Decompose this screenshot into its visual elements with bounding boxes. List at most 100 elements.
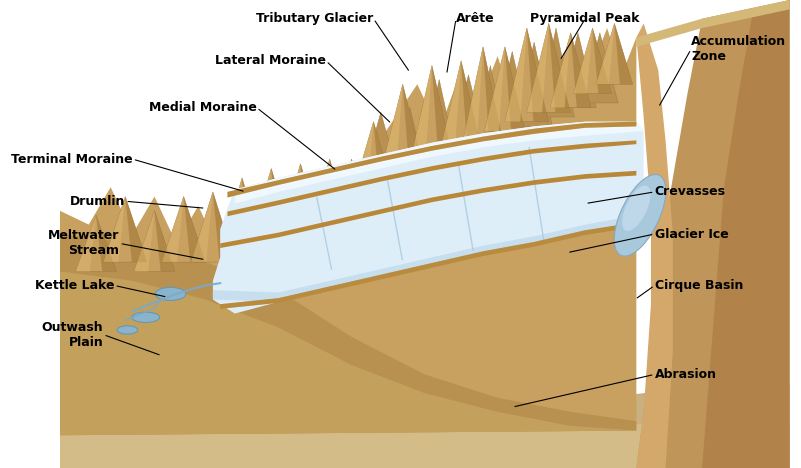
Polygon shape [272, 168, 293, 243]
Text: Terminal Moraine: Terminal Moraine [11, 153, 132, 166]
Polygon shape [59, 271, 636, 435]
Text: Cirque Basin: Cirque Basin [654, 279, 743, 292]
Polygon shape [213, 206, 644, 302]
Text: Outwash
Plain: Outwash Plain [42, 321, 103, 349]
Text: Tributary Glacier: Tributary Glacier [256, 12, 373, 25]
Polygon shape [311, 159, 330, 225]
Polygon shape [494, 51, 530, 131]
Polygon shape [162, 197, 206, 262]
Polygon shape [439, 61, 483, 154]
Polygon shape [574, 28, 593, 94]
Text: Lateral Moraine: Lateral Moraine [215, 54, 326, 67]
Polygon shape [550, 33, 591, 108]
Polygon shape [134, 211, 175, 271]
Polygon shape [125, 197, 147, 262]
Polygon shape [593, 28, 611, 94]
Polygon shape [380, 84, 426, 178]
Polygon shape [220, 178, 264, 253]
Polygon shape [574, 28, 611, 94]
Polygon shape [134, 211, 155, 271]
Polygon shape [280, 164, 321, 234]
Polygon shape [300, 164, 321, 234]
Polygon shape [527, 28, 549, 122]
Polygon shape [191, 192, 213, 262]
Polygon shape [249, 168, 272, 243]
Text: Kettle Lake: Kettle Lake [34, 279, 115, 292]
Polygon shape [242, 178, 264, 253]
Ellipse shape [117, 326, 138, 334]
Polygon shape [235, 122, 644, 204]
Polygon shape [330, 159, 348, 225]
Polygon shape [363, 112, 399, 178]
Polygon shape [596, 23, 633, 84]
Polygon shape [220, 222, 636, 309]
Polygon shape [103, 197, 147, 262]
Polygon shape [96, 215, 116, 271]
Polygon shape [582, 33, 618, 103]
Polygon shape [280, 164, 300, 234]
Polygon shape [162, 197, 183, 262]
Polygon shape [191, 192, 235, 262]
Polygon shape [450, 75, 487, 150]
Ellipse shape [132, 312, 159, 322]
Polygon shape [59, 384, 790, 468]
Polygon shape [352, 159, 370, 220]
Polygon shape [213, 192, 235, 262]
Ellipse shape [155, 287, 186, 300]
Polygon shape [311, 159, 348, 225]
Polygon shape [636, 0, 790, 468]
Polygon shape [550, 33, 570, 108]
Polygon shape [461, 47, 505, 150]
Text: Accumulation
Zone: Accumulation Zone [691, 35, 787, 63]
Polygon shape [333, 159, 370, 220]
Polygon shape [59, 421, 790, 468]
Text: Crevasses: Crevasses [654, 185, 726, 198]
Polygon shape [549, 23, 570, 112]
Polygon shape [227, 122, 636, 197]
Polygon shape [483, 47, 505, 150]
Polygon shape [220, 171, 636, 248]
Polygon shape [432, 66, 455, 168]
Polygon shape [516, 42, 553, 126]
Polygon shape [472, 66, 509, 154]
Polygon shape [227, 122, 636, 197]
Polygon shape [75, 215, 96, 271]
Polygon shape [527, 23, 549, 112]
Polygon shape [596, 23, 614, 84]
Text: Meltwater
Stream: Meltwater Stream [48, 229, 119, 257]
Ellipse shape [614, 175, 666, 256]
Polygon shape [59, 28, 636, 435]
Polygon shape [155, 211, 175, 271]
Polygon shape [537, 28, 574, 117]
Polygon shape [560, 33, 596, 108]
Polygon shape [421, 80, 457, 164]
Polygon shape [485, 47, 525, 131]
Polygon shape [403, 84, 426, 178]
Polygon shape [75, 215, 116, 271]
Polygon shape [59, 234, 636, 435]
Polygon shape [227, 140, 636, 216]
Polygon shape [636, 23, 673, 468]
Polygon shape [352, 122, 373, 197]
Polygon shape [213, 122, 644, 314]
Text: Abrasion: Abrasion [654, 368, 717, 381]
Polygon shape [409, 66, 432, 168]
Polygon shape [614, 23, 633, 84]
Polygon shape [461, 47, 483, 150]
Polygon shape [527, 23, 570, 112]
Text: Drumlin: Drumlin [70, 195, 125, 208]
Polygon shape [439, 61, 461, 154]
Polygon shape [485, 47, 505, 131]
Ellipse shape [622, 186, 650, 231]
Polygon shape [392, 108, 429, 187]
Polygon shape [220, 222, 636, 309]
Polygon shape [702, 0, 790, 468]
Text: Arête: Arête [456, 12, 495, 25]
Polygon shape [373, 122, 396, 197]
Polygon shape [461, 61, 483, 154]
Polygon shape [505, 28, 549, 122]
Text: Glacier Ice: Glacier Ice [654, 227, 728, 241]
Polygon shape [220, 178, 242, 253]
Text: Medial Moraine: Medial Moraine [149, 101, 256, 114]
Polygon shape [636, 0, 790, 47]
